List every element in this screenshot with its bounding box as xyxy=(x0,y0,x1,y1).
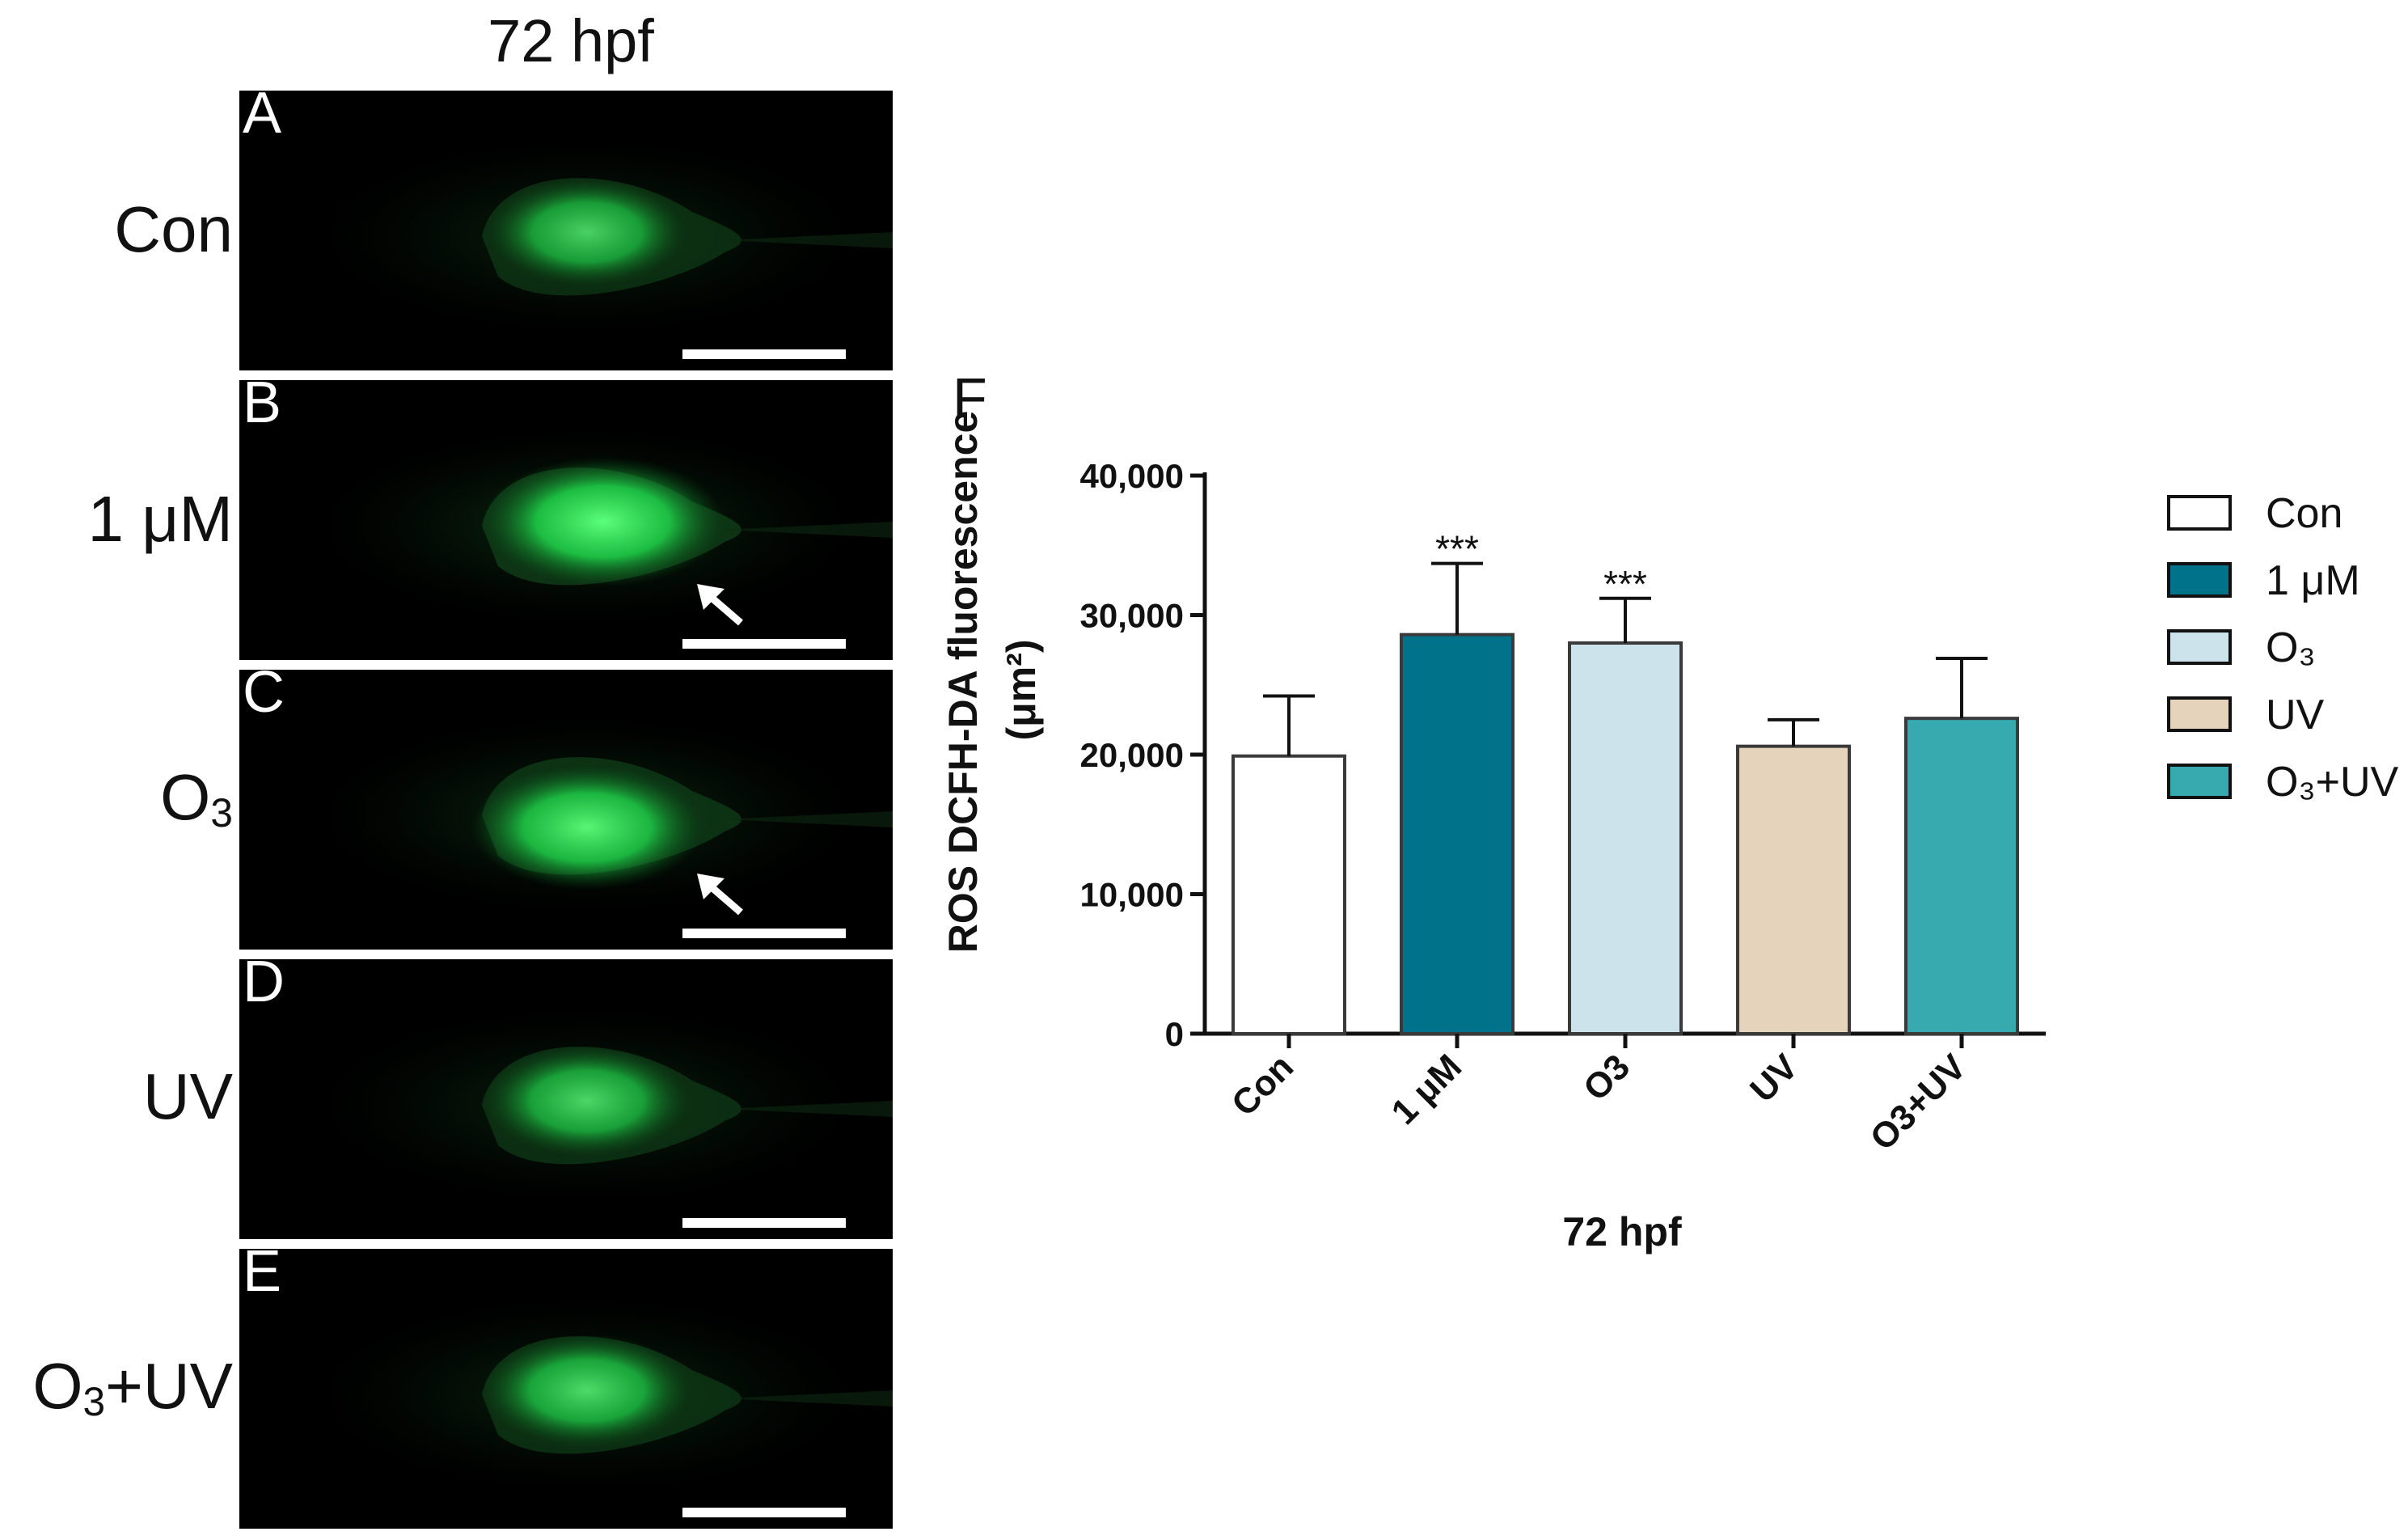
arrow-c xyxy=(697,874,743,916)
x-tick-label: O3+UV xyxy=(1863,1047,1975,1158)
ros-signal-e xyxy=(483,1334,691,1447)
ros-signal-d xyxy=(485,1046,689,1156)
scale-bar-b xyxy=(682,639,846,649)
panel-d: D xyxy=(239,959,893,1239)
legend-label-0: Con xyxy=(2266,490,2343,537)
bar-3 xyxy=(1736,744,1851,1036)
ros-signal-a xyxy=(488,178,686,286)
panel-letter-f: F xyxy=(953,366,987,429)
significance-marker-2: *** xyxy=(1603,563,1647,605)
panel-e: E xyxy=(239,1249,893,1529)
scale-bar-d xyxy=(682,1218,846,1228)
arrow-b xyxy=(697,584,743,626)
y-tick-label: 10,000 xyxy=(1080,876,1184,914)
bar-2 xyxy=(1568,641,1683,1035)
row-label-uv: UV xyxy=(143,1060,233,1134)
x-tick-label: O3 xyxy=(1576,1047,1637,1108)
scale-bar-c xyxy=(682,929,846,938)
tail-a xyxy=(725,232,893,248)
arrow-head-c xyxy=(697,874,725,899)
tail-c xyxy=(725,811,893,827)
row-label-1um-text: 1 μM xyxy=(87,483,233,555)
ros-signal-b xyxy=(482,457,725,586)
panel-c: C xyxy=(239,670,893,950)
x-tick-label: Con xyxy=(1224,1047,1301,1123)
legend-swatch-4 xyxy=(2167,764,2232,799)
row-label-o3-subscript: 3 xyxy=(210,789,233,836)
legend-label-3: UV xyxy=(2266,692,2325,738)
fluorescence-image-d xyxy=(320,1008,893,1202)
panel-a: A xyxy=(239,91,893,370)
panel-b: B xyxy=(239,380,893,660)
tail-e xyxy=(725,1390,893,1407)
tail-b xyxy=(725,522,893,538)
fluorescence-image-a xyxy=(320,139,893,333)
row-label-o3: O3 xyxy=(160,760,233,836)
x-tick-label: 1 μM xyxy=(1384,1047,1470,1132)
fluorescence-image-b xyxy=(320,429,893,626)
row-label-1um: 1 μM xyxy=(88,482,233,556)
legend-swatch-3 xyxy=(2167,696,2232,732)
legend-swatch-2 xyxy=(2167,629,2232,665)
row-label-o3-text: O xyxy=(160,761,211,833)
legend-label-2: O₃ xyxy=(2266,624,2316,671)
fluorescence-image-e xyxy=(320,1297,893,1491)
arrow-head-b xyxy=(697,584,725,610)
row-label-con-text: Con xyxy=(114,193,233,265)
legend-swatch-1 xyxy=(2167,562,2232,598)
y-tick-label: 0 xyxy=(1165,1015,1184,1053)
panel-letter-c: C xyxy=(243,670,285,725)
fluorescence-image-c xyxy=(320,718,893,916)
significance-marker-1: *** xyxy=(1435,528,1479,570)
scale-bar-e xyxy=(682,1508,846,1517)
y-tick-label: 20,000 xyxy=(1080,736,1184,774)
y-tick-label: 30,000 xyxy=(1080,597,1184,635)
column-title: 72 hpf xyxy=(488,7,654,74)
row-label-o3uv-subscript: 3 xyxy=(82,1378,106,1424)
bar-4 xyxy=(1904,717,2019,1036)
ros-signal-c xyxy=(471,765,703,890)
row-label-o3uv-suffix: +UV xyxy=(105,1350,233,1422)
y-axis-unit: (μm²) xyxy=(999,640,1044,741)
legend-label-4: O₃+UV xyxy=(2266,759,2399,806)
panel-letter-e: E xyxy=(243,1249,282,1304)
panel-letter-a: A xyxy=(243,91,282,146)
panel-letter-d: D xyxy=(243,959,285,1014)
scale-bar-a xyxy=(682,349,846,359)
legend-swatch-0 xyxy=(2167,495,2232,531)
row-label-uv-text: UV xyxy=(142,1060,233,1132)
x-tick-label: UV xyxy=(1743,1047,1806,1110)
panel-letter-b: B xyxy=(243,380,282,435)
legend-label-1: 1 μM xyxy=(2266,557,2360,604)
bar-1 xyxy=(1400,632,1515,1036)
y-axis-label: ROS DCFH-DA fluorescence xyxy=(940,411,986,953)
row-label-o3uv-text: O xyxy=(32,1350,83,1422)
x-axis-label: 72 hpf xyxy=(1562,1209,1682,1254)
row-label-con: Con xyxy=(114,192,233,267)
bar-0 xyxy=(1231,754,1346,1035)
tail-d xyxy=(725,1101,893,1117)
row-label-o3uv: O3+UV xyxy=(32,1349,233,1425)
y-tick-label: 40,000 xyxy=(1080,457,1184,495)
